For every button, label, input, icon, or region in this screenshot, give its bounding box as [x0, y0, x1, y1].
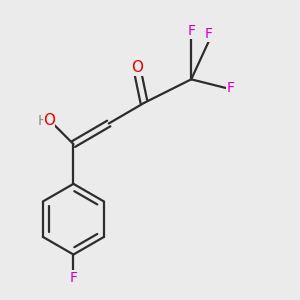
Text: F: F	[69, 271, 77, 285]
Text: F: F	[205, 27, 213, 41]
Text: O: O	[131, 60, 143, 75]
Text: F: F	[187, 24, 195, 38]
Text: F: F	[226, 81, 235, 95]
Text: O: O	[43, 113, 55, 128]
Text: H: H	[38, 114, 48, 128]
